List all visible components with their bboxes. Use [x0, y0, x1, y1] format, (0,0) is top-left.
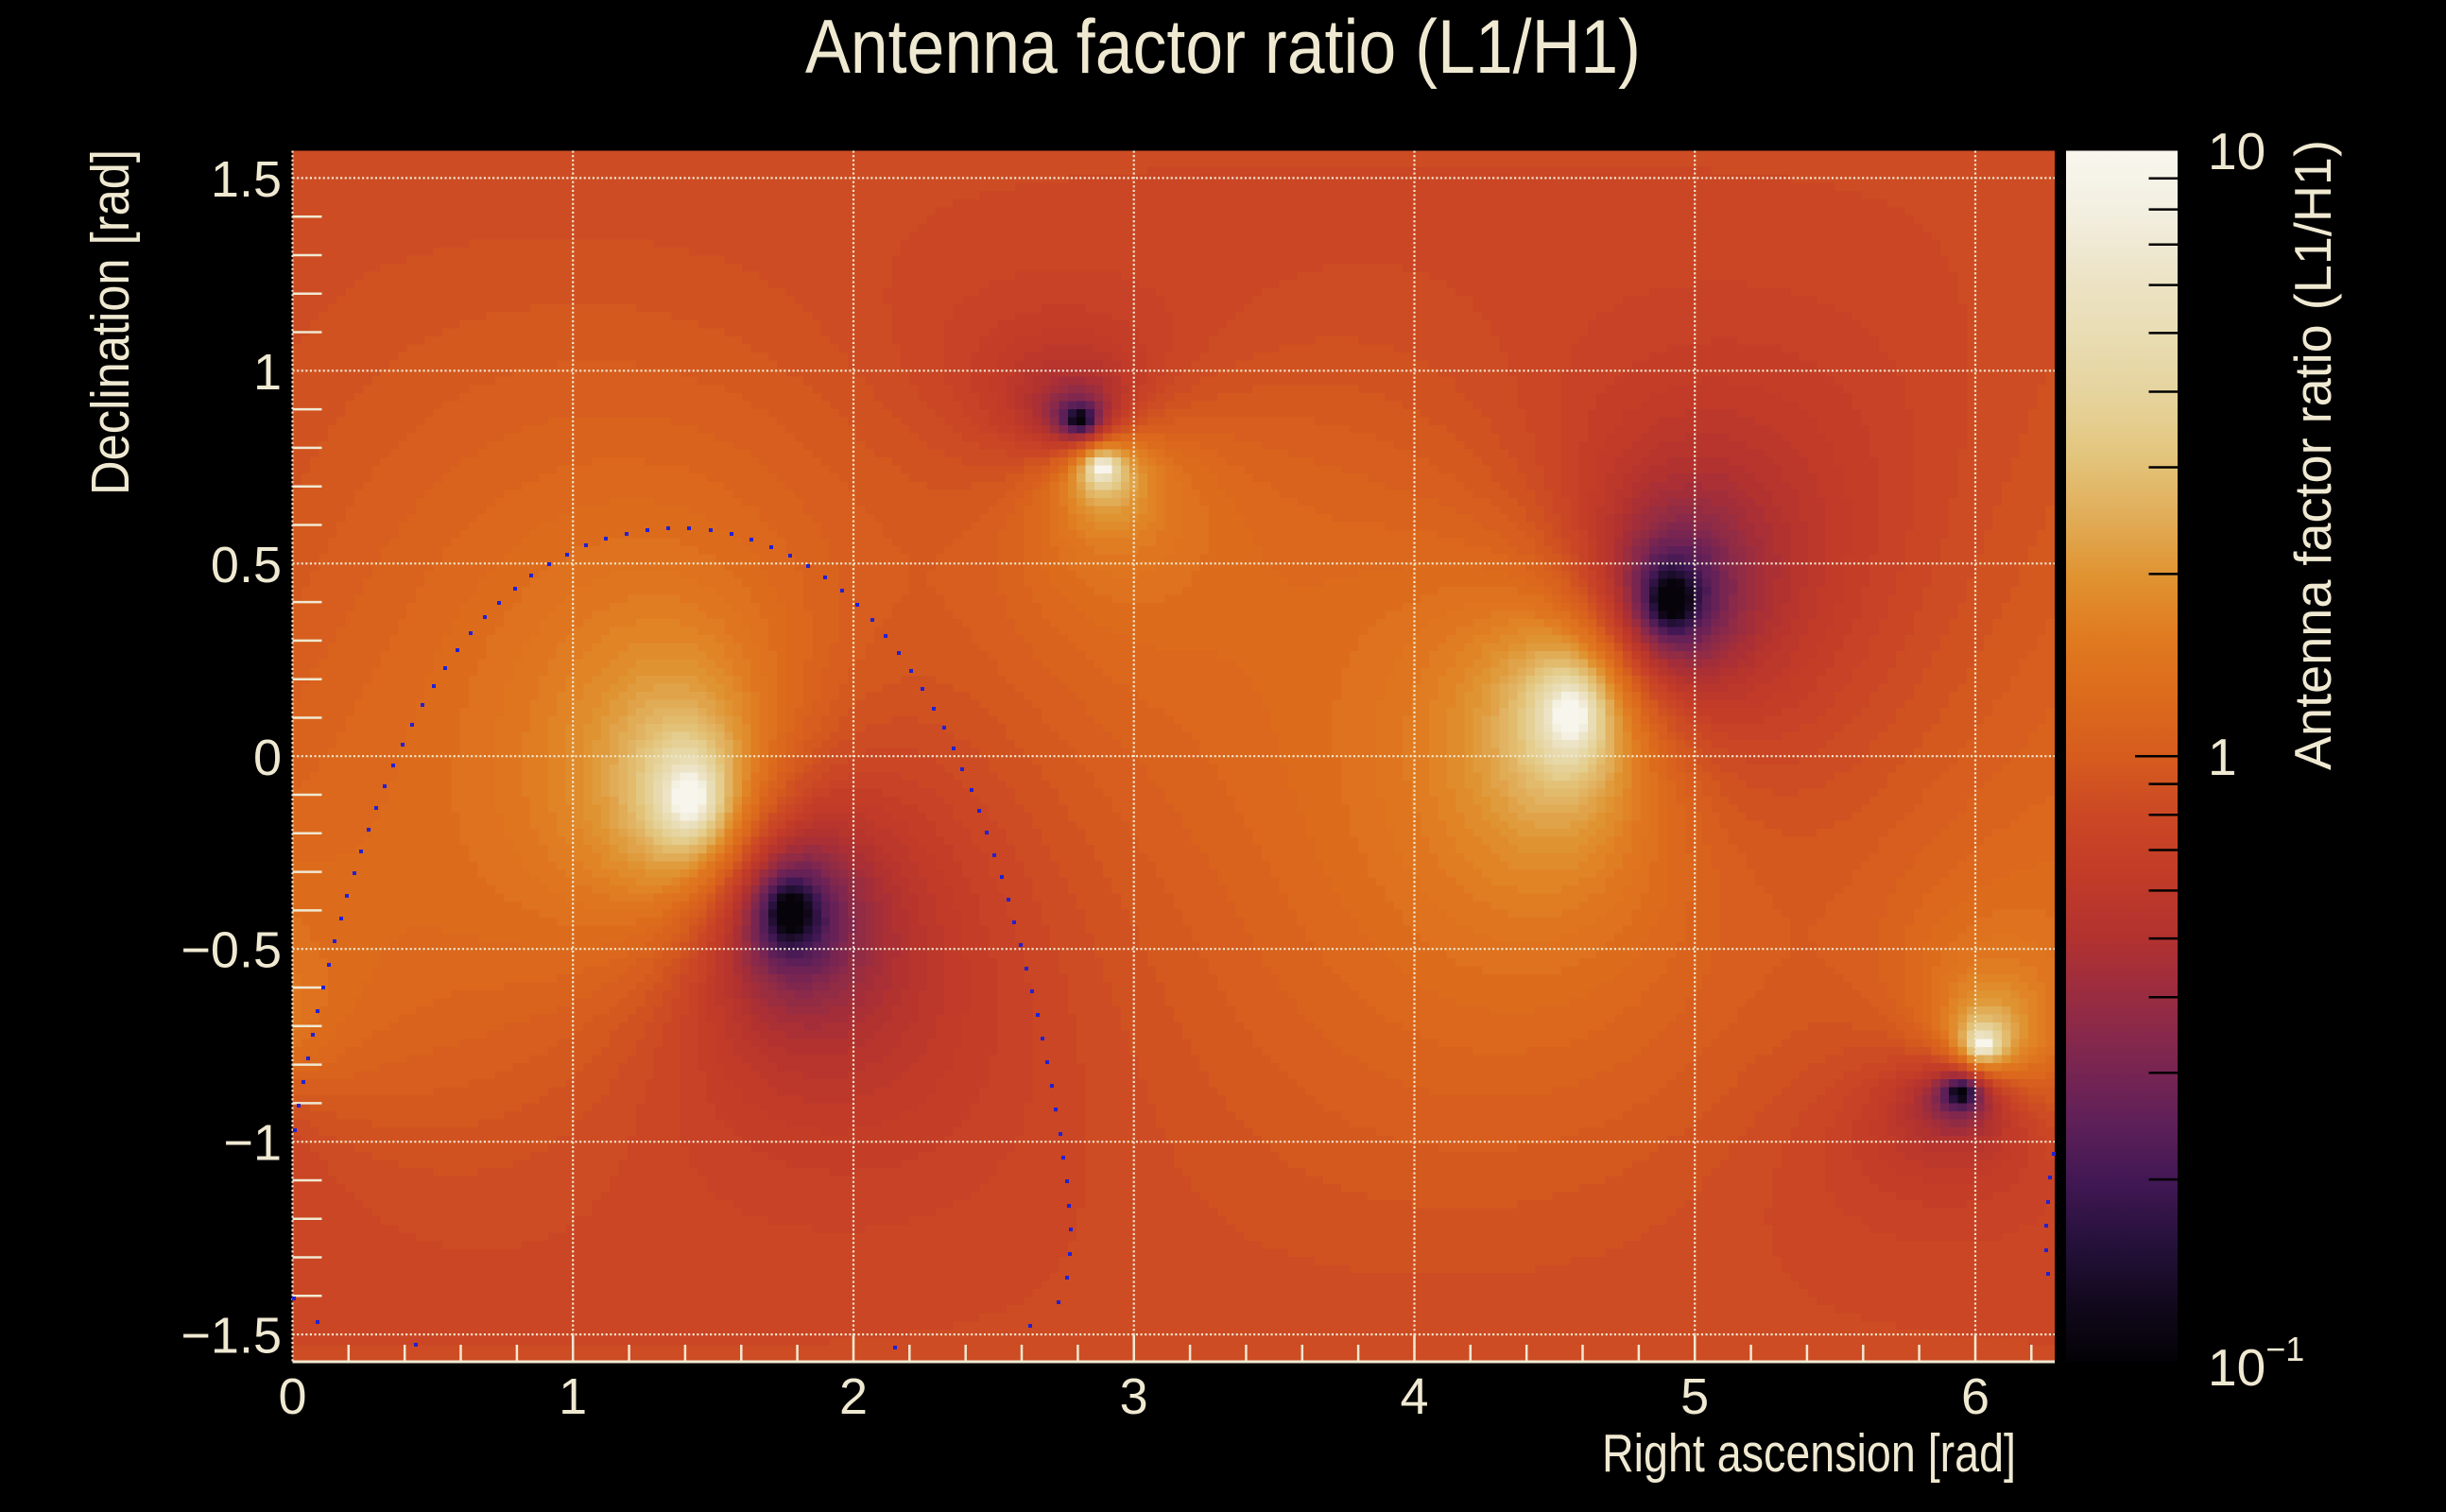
svg-text:4: 4 — [1400, 1368, 1428, 1425]
svg-text:3: 3 — [1120, 1368, 1148, 1425]
svg-text:Right ascension [rad]: Right ascension [rad] — [1602, 1423, 2016, 1484]
svg-text:Declination [rad]: Declination [rad] — [80, 149, 141, 495]
svg-text:0: 0 — [253, 730, 282, 786]
svg-text:−1: −1 — [223, 1115, 282, 1172]
svg-text:Antenna factor ratio (L1/H1): Antenna factor ratio (L1/H1) — [2283, 140, 2342, 770]
svg-text:1: 1 — [2208, 728, 2237, 786]
svg-text:5: 5 — [1680, 1368, 1709, 1425]
svg-text:−0.5: −0.5 — [181, 922, 282, 979]
svg-text:10: 10 — [2208, 122, 2265, 180]
svg-text:Antenna factor ratio (L1/H1): Antenna factor ratio (L1/H1) — [805, 5, 1641, 90]
svg-text:−1.5: −1.5 — [181, 1308, 282, 1365]
svg-text:0.5: 0.5 — [211, 537, 282, 593]
svg-text:1: 1 — [559, 1368, 587, 1425]
svg-text:1.5: 1.5 — [211, 151, 282, 208]
svg-text:1: 1 — [253, 344, 282, 401]
svg-text:6: 6 — [1961, 1368, 1990, 1425]
svg-text:0: 0 — [278, 1368, 306, 1425]
svg-text:2: 2 — [839, 1368, 868, 1425]
